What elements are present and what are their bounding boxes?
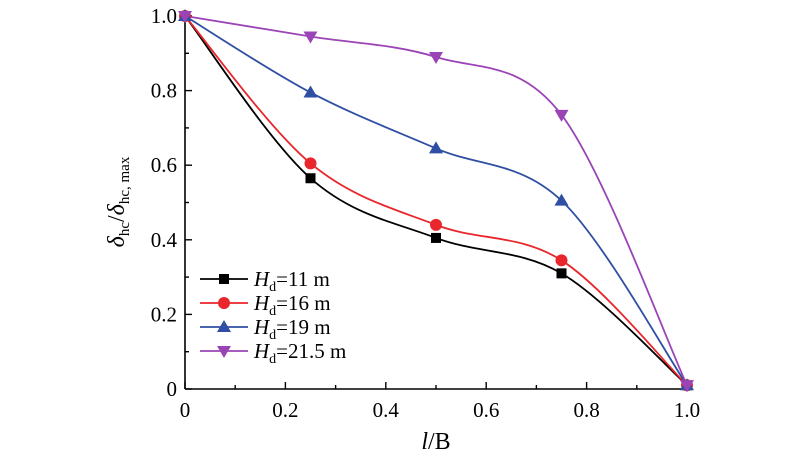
data-point-1 <box>305 173 316 184</box>
legend: Hd=11 mHd=16 mHd=19 mHd=21.5 m <box>200 267 346 367</box>
tick-labels: 0 0.2 0.4 0.6 0.8 1.0 0 0.2 0.4 0.6 0.8 1.0 <box>151 4 700 422</box>
legend-label: Hd=16 m <box>253 291 331 319</box>
y-title-delta-2: δ <box>104 203 130 215</box>
legend-marker <box>219 274 229 284</box>
y-tick-label: 0.4 <box>151 228 178 252</box>
data-point-1 <box>556 268 567 279</box>
x-tick-label: 0.2 <box>272 398 298 422</box>
legend-label: Hd=19 m <box>253 315 331 343</box>
y-title-slash: / <box>104 215 130 222</box>
y-tick-label: 0 <box>167 377 178 401</box>
data-point-3 <box>429 141 443 154</box>
x-axis-title: l/B <box>421 429 450 455</box>
data-point-4 <box>303 31 318 44</box>
legend-item: Hd=16 m <box>200 291 331 319</box>
data-point-4 <box>178 11 192 23</box>
legend-label: Hd=11 m <box>253 267 330 295</box>
y-title-sub-1: hc <box>117 222 133 237</box>
data-point-2 <box>430 218 442 231</box>
legend-item: Hd=21.5 m <box>200 339 346 367</box>
legend-item: Hd=11 m <box>200 267 330 295</box>
legend-item: Hd=19 m <box>200 315 331 343</box>
x-tick-label: 0 <box>180 398 191 422</box>
y-tick-label: 0.2 <box>151 302 177 326</box>
data-point-4 <box>554 109 569 122</box>
legend-marker <box>218 297 230 309</box>
y-axis-title: δhc/δhc, max <box>104 156 133 247</box>
y-title-delta-1: δ <box>104 235 130 247</box>
x-tick-label: 0.4 <box>373 398 400 422</box>
data-point-3 <box>554 193 569 206</box>
series-markers <box>178 9 694 393</box>
x-tick-label: 0.6 <box>473 398 499 422</box>
data-point-3 <box>303 85 318 98</box>
y-title-sub-2: hc, max <box>117 156 133 204</box>
series-line-3 <box>184 15 688 386</box>
y-tick-label: 1.0 <box>151 4 177 28</box>
data-point-1 <box>431 232 441 243</box>
legend-marker <box>217 320 231 332</box>
x-tick-label: 1.0 <box>674 398 700 422</box>
legend-marker <box>217 346 231 358</box>
x-tick-label: 0.8 <box>573 398 599 422</box>
data-point-2 <box>304 157 317 170</box>
x-axis-title-italic: l <box>421 429 428 455</box>
y-tick-label: 0.8 <box>151 79 177 103</box>
series-line-4 <box>184 15 688 386</box>
data-point-2 <box>555 254 568 267</box>
y-tick-label: 0.6 <box>151 153 177 177</box>
legend-label: Hd=21.5 m <box>253 339 346 367</box>
data-point-4 <box>680 380 694 393</box>
x-axis-title-rest: /B <box>428 429 451 455</box>
data-point-4 <box>429 52 443 65</box>
